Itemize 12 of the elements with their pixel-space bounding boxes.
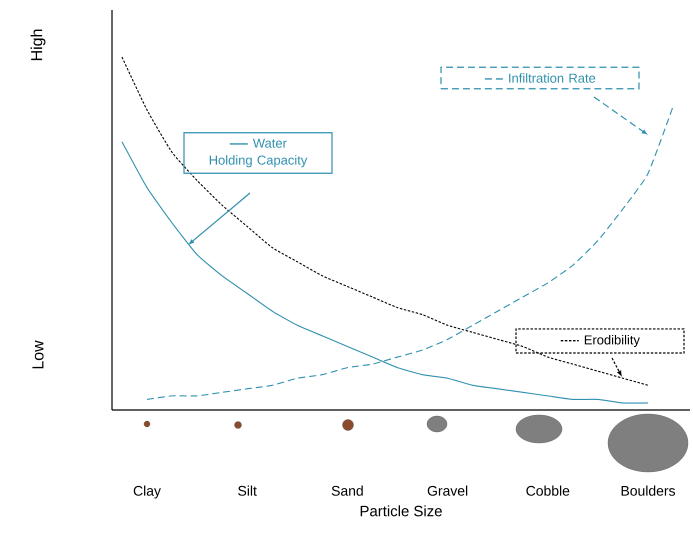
x-tick-label: Clay	[134, 486, 161, 499]
x-tick-label: Boulders	[622, 486, 676, 496]
text: Low	[32, 340, 44, 368]
x-tick-label: Sand	[332, 486, 363, 496]
text: High	[30, 30, 46, 60]
x-tick-label: Cobble	[526, 486, 570, 496]
legend-label: Erodibility	[584, 334, 640, 348]
legend-label: Infiltration Rate	[509, 73, 596, 83]
x-tick-label: Silt	[238, 486, 257, 496]
x-axis-title: Particle Size	[360, 505, 442, 516]
x-tick-label: Gravel	[428, 486, 468, 496]
legend-label: Water Holding Capacity	[210, 138, 308, 168]
